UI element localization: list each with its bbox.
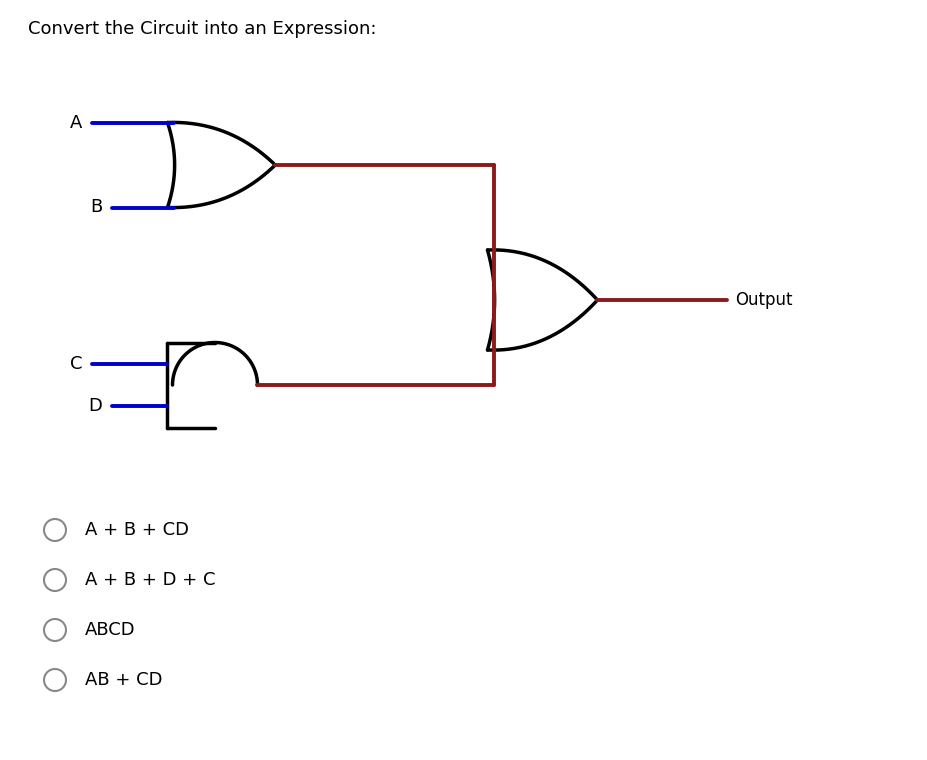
Text: AB + CD: AB + CD	[85, 671, 162, 689]
Text: Output: Output	[735, 291, 793, 309]
Text: ABCD: ABCD	[85, 621, 135, 639]
Text: C: C	[70, 355, 83, 372]
Text: A + B + CD: A + B + CD	[85, 521, 189, 539]
Text: D: D	[89, 397, 102, 415]
Text: Convert the Circuit into an Expression:: Convert the Circuit into an Expression:	[28, 20, 376, 38]
Text: A + B + D + C: A + B + D + C	[85, 571, 215, 589]
Text: B: B	[90, 198, 102, 217]
Text: A: A	[70, 113, 83, 131]
